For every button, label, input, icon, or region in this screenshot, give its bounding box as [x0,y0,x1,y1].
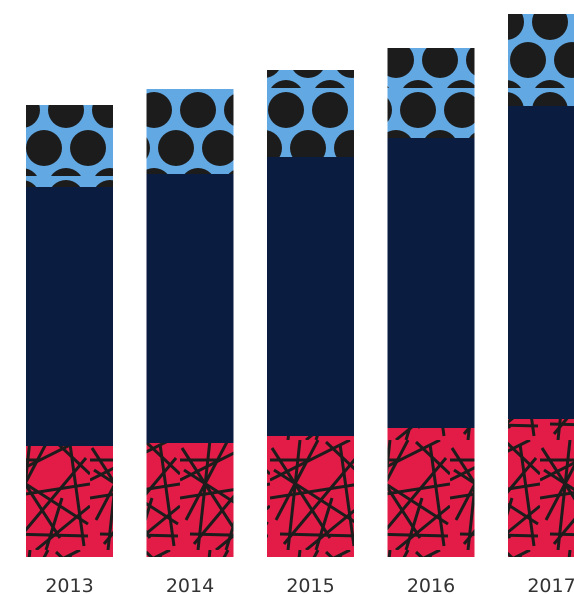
bar-segment-solid-2013 [26,187,113,446]
bar-segment-dots-2016 [387,48,475,138]
x-tick-label-2014: 2014 [166,575,214,594]
bar-segment-solid-2014 [146,174,234,443]
bar-segment-dots-2015 [267,70,354,157]
bar-segment-solid-2015 [267,157,354,436]
bar-stack-2017 [508,14,574,557]
bar-segment-lines-2014 [146,443,234,557]
x-axis-tick-labels: 2013 2014 2015 2016 2017 [45,575,574,594]
bar-stack-2016 [387,48,475,557]
bar-segment-lines-2017 [508,419,574,557]
bar-segment-lines-2015 [267,436,354,557]
bar-segment-lines-2016 [387,428,475,557]
bar-segment-solid-2016 [387,138,475,428]
bar-stack-2014 [146,89,234,557]
x-tick-label-2013: 2013 [45,575,93,594]
bar-segment-solid-2017 [508,106,574,419]
bar-segment-dots-2014 [146,89,234,174]
x-tick-label-2015: 2015 [286,575,334,594]
x-tick-label-2016: 2016 [407,575,455,594]
bar-stack-2013 [26,105,113,557]
bars-group [26,14,574,557]
bar-segment-dots-2017 [508,14,574,106]
bar-segment-dots-2013 [26,105,113,187]
bar-segment-lines-2013 [26,446,113,557]
x-tick-label-2017: 2017 [527,575,574,594]
bar-stack-2015 [267,70,354,557]
